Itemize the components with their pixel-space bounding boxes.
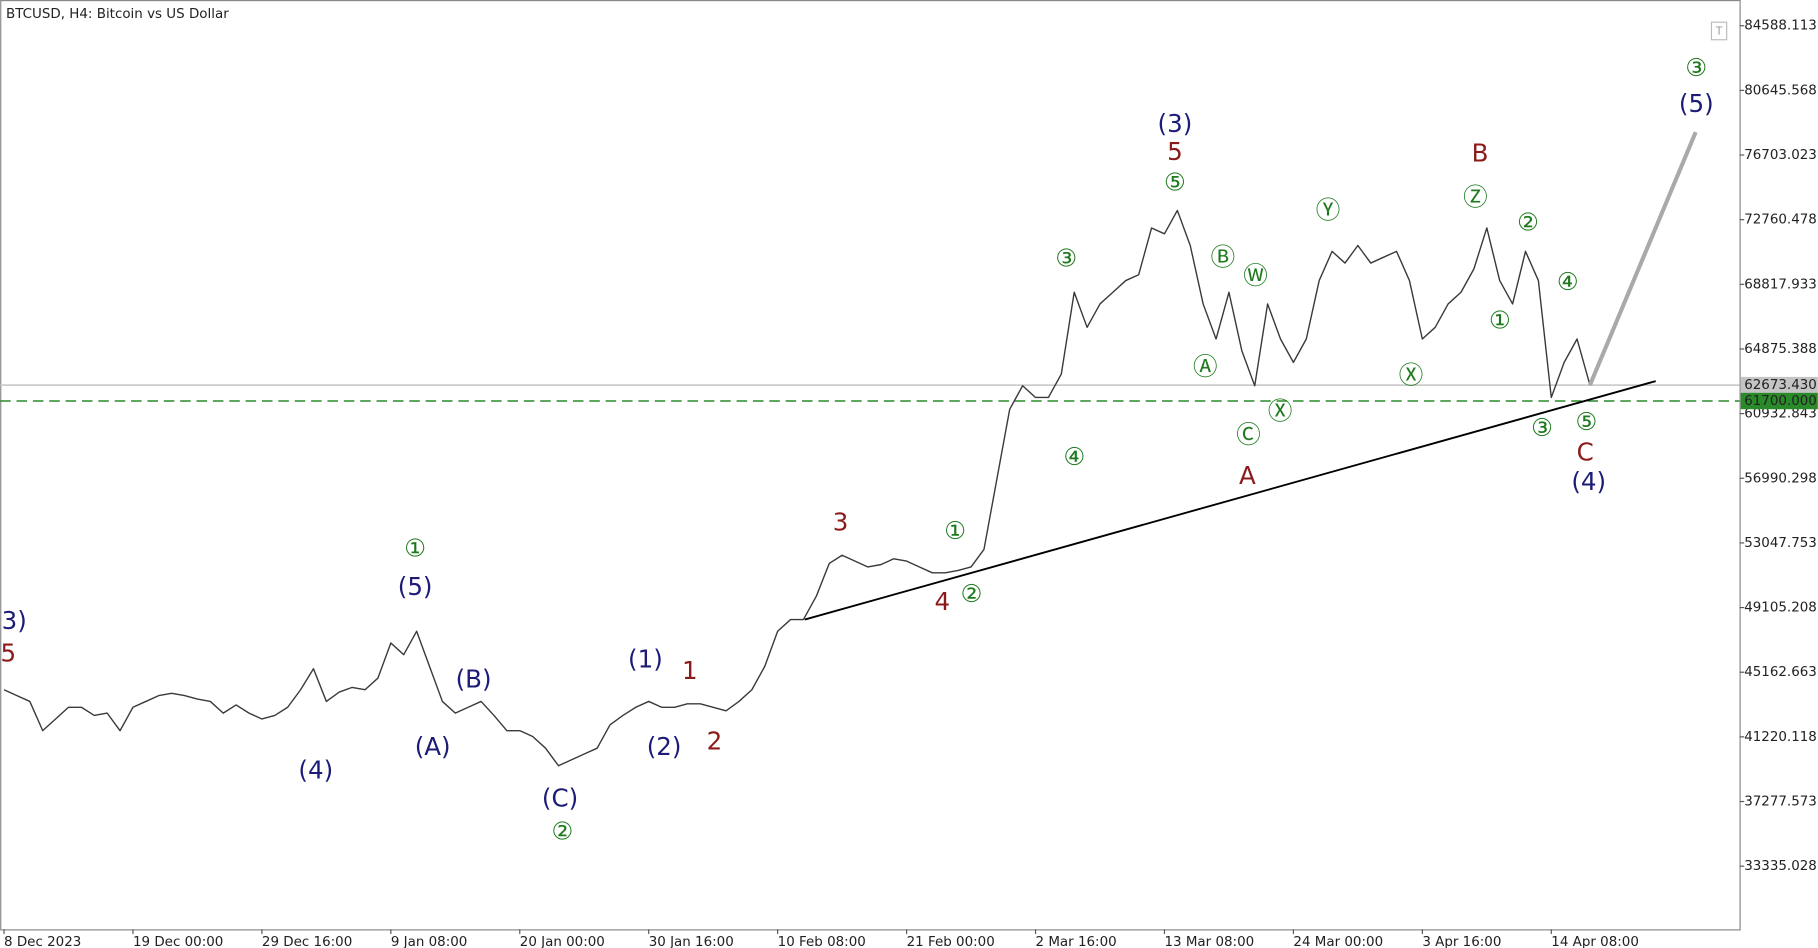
x-tick-label: 20 Jan 00:00 [520,935,605,948]
wave-label: Ⓐ [1193,352,1218,381]
x-tick-label: 9 Jan 08:00 [391,935,468,948]
x-tick-label: 2 Mar 16:00 [1036,935,1117,948]
wave-label: (4) [1571,467,1606,496]
wave-label: Ⓩ [1463,183,1488,212]
wave-label: ③ [1685,53,1707,82]
wave-label: Ⓒ [1236,420,1261,449]
price-level-label: 61700.000 [1744,394,1817,409]
wave-label: 1 [682,656,698,685]
wave-label: ① [404,533,426,562]
wave-label: (C) [542,784,578,813]
wave-label: (3) [1158,109,1193,138]
x-tick-label: 19 Dec 00:00 [133,935,223,948]
toolbar-icon[interactable] [1710,21,1728,41]
y-tick-label: 84588.113 [1744,19,1817,34]
y-tick-label: 76703.023 [1744,148,1817,163]
wave-label: (A) [415,732,451,761]
x-tick-label: 10 Feb 08:00 [778,935,866,948]
wave-label: C [1577,438,1594,467]
y-tick-label: 68817.933 [1744,277,1817,292]
wave-label: ⑤ [1575,407,1597,436]
wave-label: ③ [1055,244,1077,273]
y-tick-label: 45162.663 [1744,665,1817,680]
wave-label: (1) [628,644,663,673]
wave-label: Ⓦ [1243,261,1268,290]
wave-label: Ⓨ [1316,196,1341,225]
wave-label: Ⓧ [1399,360,1424,389]
wave-label: 3 [833,508,849,537]
y-tick-label: 49105.208 [1744,601,1817,616]
price-line [804,380,1656,621]
y-tick-label: 41220.118 [1744,730,1817,745]
y-tick-label: 80645.568 [1744,83,1817,98]
x-tick-label: 30 Jan 16:00 [649,935,734,948]
wave-label: (4) [298,755,333,784]
wave-label: ② [1517,207,1539,236]
y-tick-label: 64875.388 [1744,342,1817,357]
price-level-box [1740,392,1818,410]
x-tick-label: 8 Dec 2023 [4,935,81,948]
wave-label: B [1472,138,1489,167]
x-tick-label: 14 Apr 08:00 [1551,935,1639,948]
wave-label: 4 [935,587,951,616]
plot-frame [0,0,1741,931]
x-tick-label: 24 Mar 00:00 [1293,935,1383,948]
wave-label: ② [551,816,573,845]
wave-label: Ⓧ [1268,397,1293,426]
wave-label: ② [961,579,983,608]
wave-label: (5) [1679,89,1714,118]
wave-label: ① [1489,305,1511,334]
x-tick-label: 13 Mar 08:00 [1164,935,1254,948]
wave-label: 2 [707,726,723,755]
wave-label: ④ [1063,442,1085,471]
y-tick-label: 33335.028 [1744,859,1817,874]
y-tick-label: 72760.478 [1744,213,1817,228]
x-tick-label: 21 Feb 00:00 [907,935,995,948]
price-line [1588,131,1698,386]
wave-label: (B) [456,664,492,693]
y-tick-label: 60932.843 [1744,407,1817,422]
wave-label: 5 [1,639,17,668]
x-tick-label: 3 Apr 16:00 [1422,935,1501,948]
wave-label: ① [944,516,966,545]
wave-label: 3) [2,606,27,635]
price-level-box [1740,376,1818,394]
chart-title: BTCUSD, H4: Bitcoin vs US Dollar [6,7,229,22]
wave-label: (2) [647,732,682,761]
x-tick-label: 29 Dec 16:00 [262,935,352,948]
wave-label: (5) [398,572,433,601]
y-tick-label: 53047.753 [1744,536,1817,551]
wave-label: ③ [1531,413,1553,442]
wave-label: ⑤ [1164,168,1186,197]
y-tick-label: 56990.298 [1744,471,1817,486]
price-line [3,209,1591,767]
wave-label: Ⓑ [1211,242,1236,271]
wave-label: 5 [1167,137,1183,166]
wave-label: ④ [1557,267,1579,296]
wave-label: A [1239,461,1256,490]
price-level-label: 62673.430 [1744,378,1817,393]
toolbar-icon-glyph: T [1715,26,1723,38]
y-tick-label: 37277.573 [1744,795,1817,810]
